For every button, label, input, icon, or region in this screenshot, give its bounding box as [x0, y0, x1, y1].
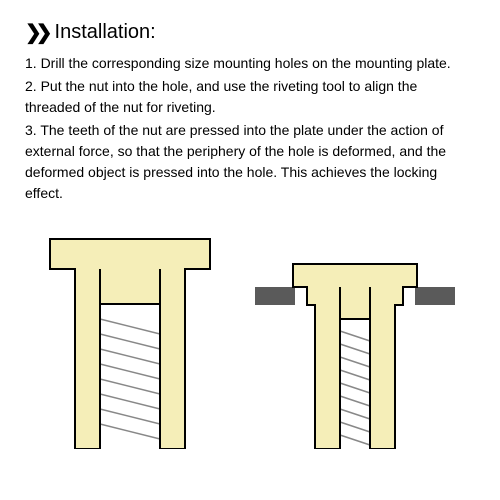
step-1: 1. Drill the corresponding size mounting… — [25, 53, 475, 74]
chevron-icon: ❯❯ — [25, 20, 47, 45]
step-3: 3. The teeth of the nut are pressed into… — [25, 120, 475, 204]
plate-right — [415, 287, 455, 305]
plate-left — [255, 287, 295, 305]
header: ❯❯ Installation: — [25, 20, 475, 45]
diagram-container — [25, 234, 475, 454]
nut-before-diagram — [45, 234, 215, 454]
page-title: Installation: — [55, 21, 156, 44]
nut-after-diagram — [255, 259, 455, 454]
installation-steps: 1. Drill the corresponding size mounting… — [25, 53, 475, 204]
step-2: 2. Put the nut into the hole, and use th… — [25, 76, 475, 118]
